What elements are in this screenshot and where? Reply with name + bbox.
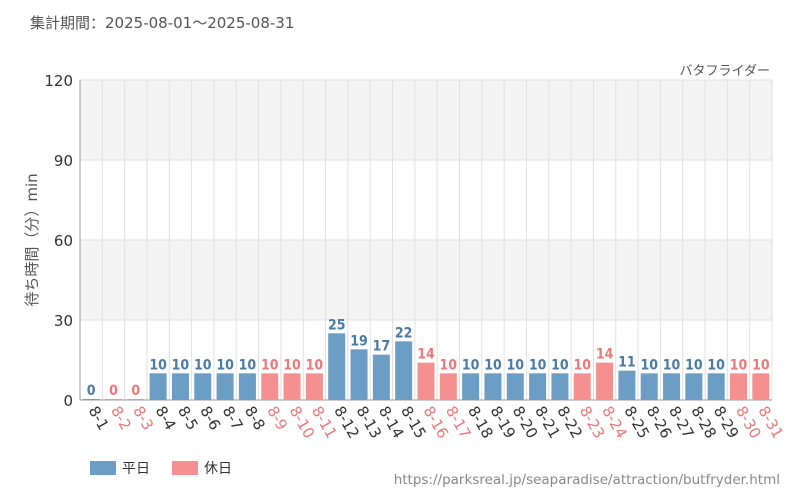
bar-value-label: 10 [484, 357, 502, 373]
bar-8-1 [82, 399, 100, 400]
legend-swatch-weekday [90, 461, 116, 475]
y-tick-label: 120 [44, 72, 73, 90]
attraction-name: バタフライダー [679, 64, 770, 79]
bar-value-label: 10 [685, 357, 703, 373]
bar-value-label: 10 [306, 357, 324, 373]
legend-item-weekday[interactable]: 平日 [90, 458, 150, 478]
bar-value-label: 10 [730, 357, 748, 373]
bar-8-9 [261, 373, 279, 400]
bar-8-14 [372, 354, 390, 400]
bar-8-6 [194, 373, 212, 400]
bar-8-19 [484, 373, 502, 400]
bar-8-27 [663, 373, 681, 400]
period-header: 集計期間：2025-08-01～2025-08-31 [30, 12, 294, 33]
background-band [80, 80, 772, 160]
bar-value-label: 19 [350, 333, 368, 349]
x-tick-label: 8-4 [152, 403, 180, 433]
bar-8-18 [462, 373, 480, 400]
bar-value-label: 11 [618, 355, 636, 371]
bar-8-22 [551, 373, 569, 400]
bar-8-3 [127, 399, 145, 400]
period-label: 集計期間： [30, 14, 106, 32]
bar-value-label: 10 [172, 357, 190, 373]
legend-label-weekday: 平日 [122, 461, 150, 477]
x-tick-label: 8-6 [196, 403, 224, 433]
x-tick-label: 8-5 [174, 403, 202, 433]
bar-8-13 [350, 349, 368, 400]
period-range: 2025-08-01～2025-08-31 [105, 14, 295, 32]
x-tick-label: 8-3 [129, 403, 157, 433]
bar-8-24 [596, 362, 614, 400]
bar-value-label: 0 [131, 383, 140, 399]
legend-swatch-holiday [172, 461, 198, 475]
bar-8-5 [171, 373, 189, 400]
y-tick-label: 30 [54, 312, 73, 330]
bar-value-label: 10 [283, 357, 301, 373]
bar-8-4 [149, 373, 167, 400]
bar-value-label: 10 [216, 357, 234, 373]
y-tick-label: 60 [54, 232, 73, 250]
bar-8-30 [730, 373, 748, 400]
bar-value-label: 10 [663, 357, 681, 373]
y-tick-label: 0 [63, 392, 73, 410]
bar-value-label: 10 [752, 357, 770, 373]
bar-8-16 [417, 362, 435, 400]
bar-8-28 [685, 373, 703, 400]
bar-8-29 [707, 373, 725, 400]
bar-value-label: 14 [417, 347, 435, 363]
bar-8-25 [618, 370, 636, 400]
bar-8-17 [439, 373, 457, 400]
bar-value-label: 10 [551, 357, 569, 373]
x-tick-label: 8-9 [263, 403, 291, 433]
x-tick-label: 8-8 [241, 403, 269, 433]
bar-8-20 [506, 373, 524, 400]
bar-value-label: 10 [529, 357, 547, 373]
bar-8-31 [752, 373, 770, 400]
chart-legend: 平日 休日 [90, 458, 254, 478]
bar-value-label: 10 [707, 357, 725, 373]
bar-value-label: 10 [462, 357, 480, 373]
bar-value-label: 10 [507, 357, 525, 373]
bar-8-2 [104, 399, 122, 400]
bar-8-21 [529, 373, 547, 400]
bar-value-label: 10 [573, 357, 591, 373]
bar-value-label: 10 [194, 357, 212, 373]
bar-value-label: 0 [109, 383, 118, 399]
y-axis-title: 待ち時間（分）min [23, 173, 41, 306]
bar-8-10 [283, 373, 301, 400]
bar-8-15 [395, 341, 413, 400]
bar-value-label: 14 [596, 347, 614, 363]
source-url[interactable]: https://parksreal.jp/seaparadise/attract… [393, 472, 780, 488]
legend-label-holiday: 休日 [204, 461, 232, 477]
x-tick-label: 8-2 [107, 403, 135, 433]
background-band [80, 240, 772, 320]
bar-value-label: 25 [328, 317, 346, 333]
bar-8-23 [573, 373, 591, 400]
y-tick-label: 90 [54, 152, 73, 170]
bar-8-7 [216, 373, 234, 400]
bar-8-11 [305, 373, 323, 400]
bar-8-8 [238, 373, 256, 400]
x-tick-label: 8-7 [219, 403, 247, 433]
bar-8-26 [640, 373, 658, 400]
bar-8-12 [328, 333, 346, 400]
x-tick-label: 8-1 [85, 403, 113, 433]
bar-value-label: 10 [239, 357, 257, 373]
bar-value-label: 0 [87, 383, 96, 399]
bar-value-label: 17 [373, 339, 391, 355]
bar-value-label: 10 [640, 357, 658, 373]
bar-value-label: 10 [261, 357, 279, 373]
bar-value-label: 22 [395, 325, 413, 341]
legend-item-holiday[interactable]: 休日 [172, 458, 232, 478]
bar-value-label: 10 [149, 357, 167, 373]
bar-value-label: 10 [440, 357, 458, 373]
